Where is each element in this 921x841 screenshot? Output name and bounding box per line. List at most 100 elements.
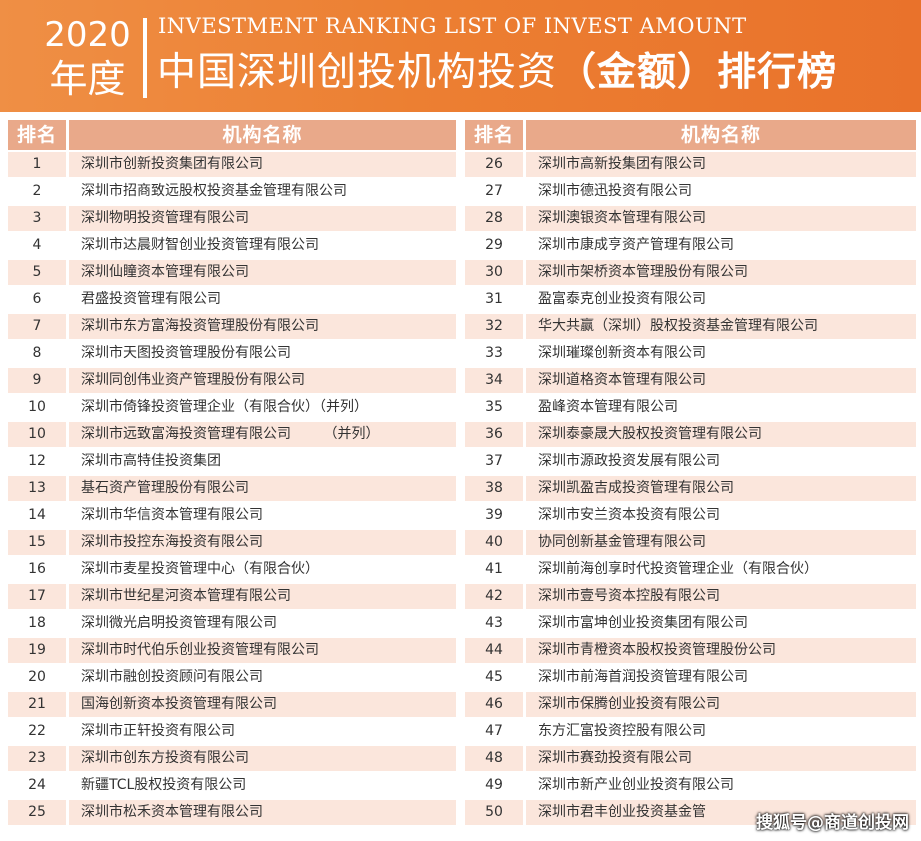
- table-row: 43 深圳市富坤创业投资集团有限公司: [465, 609, 916, 636]
- table-row: 22 深圳市正轩投资有限公司: [8, 717, 456, 744]
- institution-name-cell: 深圳市高新投集团有限公司: [526, 152, 916, 177]
- rank-cell: 14: [8, 503, 66, 528]
- institution-name-cell: 盈峰资本管理有限公司: [526, 395, 916, 420]
- title-paren-open: （: [557, 50, 598, 95]
- institution-name-cell: 深圳市德迅投资有限公司: [526, 179, 916, 204]
- rank-cell: 15: [8, 530, 66, 555]
- table-row: 14 深圳市华信资本管理有限公司: [8, 501, 456, 528]
- table-row: 33 深圳璀璨创新资本有限公司: [465, 339, 916, 366]
- table-row: 39 深圳市安兰资本投资有限公司: [465, 501, 916, 528]
- rank-cell: 17: [8, 584, 66, 609]
- rank-cell: 21: [8, 692, 66, 717]
- rank-cell: 48: [465, 746, 523, 771]
- institution-name-cell: 深圳仙瞳资本管理有限公司: [69, 260, 456, 285]
- rank-cell: 6: [8, 287, 66, 312]
- rank-cell: 30: [465, 260, 523, 285]
- institution-name-cell: 深圳市麦星投资管理中心（有限合伙）: [69, 557, 456, 582]
- table-row: 17 深圳市世纪星河资本管理有限公司: [8, 582, 456, 609]
- title-banner: 2020 年度 INVESTMENT RANKING LIST OF INVES…: [0, 0, 921, 112]
- rank-cell: 50: [465, 800, 523, 825]
- institution-name-cell: 深圳市达晨财智创业投资管理有限公司: [69, 233, 456, 258]
- table-row: 50 深圳市君丰创业投资基金管: [465, 798, 916, 825]
- rank-cell: 47: [465, 719, 523, 744]
- rank-cell: 9: [8, 368, 66, 393]
- rank-cell: 33: [465, 341, 523, 366]
- table-row: 6 君盛投资管理有限公司: [8, 285, 456, 312]
- rank-cell: 26: [465, 152, 523, 177]
- institution-name-cell: 深圳市天图投资管理股份有限公司: [69, 341, 456, 366]
- table-row: 44 深圳市青橙资本股权投资管理股份公司: [465, 636, 916, 663]
- institution-name-cell: 深圳物明投资管理有限公司: [69, 206, 456, 231]
- table-row: 48 深圳市赛劲投资有限公司: [465, 744, 916, 771]
- rank-cell: 32: [465, 314, 523, 339]
- rank-cell: 16: [8, 557, 66, 582]
- institution-name-cell: 国海创新资本投资管理有限公司: [69, 692, 456, 717]
- rank-cell: 28: [465, 206, 523, 231]
- year-label: 2020: [44, 15, 131, 55]
- institution-name-cell: 深圳道格资本管理有限公司: [526, 368, 916, 393]
- rank-cell: 37: [465, 449, 523, 474]
- table-row: 35 盈峰资本管理有限公司: [465, 393, 916, 420]
- table-row: 37 深圳市源政投资发展有限公司: [465, 447, 916, 474]
- institution-name-cell: 新疆TCL股权投资有限公司: [69, 773, 456, 798]
- institution-name-cell: 深圳市君丰创业投资基金管: [526, 800, 916, 825]
- institution-name-cell: 盈富泰克创业投资有限公司: [526, 287, 916, 312]
- header-rank: 排名: [465, 120, 523, 150]
- header-rank: 排名: [8, 120, 66, 150]
- institution-name-cell: 东方汇富投资控股有限公司: [526, 719, 916, 744]
- rank-cell: 5: [8, 260, 66, 285]
- title-main: 中国深圳创投机构投资: [157, 50, 558, 95]
- rank-cell: 8: [8, 341, 66, 366]
- rank-cell: 4: [8, 233, 66, 258]
- table-row: 30 深圳市架桥资本管理股份有限公司: [465, 258, 916, 285]
- institution-name-cell: 深圳市新产业创业投资有限公司: [526, 773, 916, 798]
- table-row: 49 深圳市新产业创业投资有限公司: [465, 771, 916, 798]
- table-row: 3 深圳物明投资管理有限公司: [8, 204, 456, 231]
- rank-cell: 34: [465, 368, 523, 393]
- institution-name-cell: 深圳市高特佳投资集团: [69, 449, 456, 474]
- institution-name-cell: 深圳市壹号资本控股有限公司: [526, 584, 916, 609]
- institution-name-cell: 深圳澳银资本管理有限公司: [526, 206, 916, 231]
- header-name: 机构名称: [69, 120, 456, 150]
- institution-name-cell: 深圳市青橙资本股权投资管理股份公司: [526, 638, 916, 663]
- table-row: 47 东方汇富投资控股有限公司: [465, 717, 916, 744]
- table-header: 排名 机构名称: [8, 120, 456, 150]
- table-row: 13 基石资产管理股份有限公司: [8, 474, 456, 501]
- rank-cell: 40: [465, 530, 523, 555]
- institution-name-cell: 深圳市远致富海投资管理有限公司 （并列）: [69, 422, 456, 447]
- rank-cell: 12: [8, 449, 66, 474]
- table-row: 2 深圳市招商致远股权投资基金管理有限公司: [8, 177, 456, 204]
- institution-name-cell: 深圳市正轩投资有限公司: [69, 719, 456, 744]
- chinese-title: 中国深圳创投机构投资（金额）排行榜: [157, 48, 837, 98]
- table-row: 27 深圳市德迅投资有限公司: [465, 177, 916, 204]
- title-end: 排行榜: [717, 50, 838, 95]
- table-row: 24 新疆TCL股权投资有限公司: [8, 771, 456, 798]
- institution-name-cell: 深圳市赛劲投资有限公司: [526, 746, 916, 771]
- institution-name-cell: 深圳前海创享时代投资管理企业（有限合伙）: [526, 557, 916, 582]
- table-row: 26 深圳市高新投集团有限公司: [465, 150, 916, 177]
- rank-cell: 38: [465, 476, 523, 501]
- table-row: 10 深圳市远致富海投资管理有限公司 （并列）: [8, 420, 456, 447]
- institution-name-cell: 基石资产管理股份有限公司: [69, 476, 456, 501]
- table-row: 20 深圳市融创投资顾问有限公司: [8, 663, 456, 690]
- institution-name-cell: 深圳微光启明投资管理有限公司: [69, 611, 456, 636]
- rank-cell: 46: [465, 692, 523, 717]
- table-row: 32 华大共赢（深圳）股权投资基金管理有限公司: [465, 312, 916, 339]
- institution-name-cell: 深圳璀璨创新资本有限公司: [526, 341, 916, 366]
- title-paren-close: ）: [677, 50, 718, 95]
- institution-name-cell: 深圳市保腾创业投资有限公司: [526, 692, 916, 717]
- table-row: 18 深圳微光启明投资管理有限公司: [8, 609, 456, 636]
- table-row: 41 深圳前海创享时代投资管理企业（有限合伙）: [465, 555, 916, 582]
- rank-cell: 44: [465, 638, 523, 663]
- table-header: 排名 机构名称: [465, 120, 916, 150]
- rank-cell: 42: [465, 584, 523, 609]
- rank-cell: 3: [8, 206, 66, 231]
- title-divider: [143, 18, 147, 98]
- institution-name-cell: 深圳泰豪晟大股权投资管理有限公司: [526, 422, 916, 447]
- table-row: 36 深圳泰豪晟大股权投资管理有限公司: [465, 420, 916, 447]
- table-row: 45 深圳市前海首润投资管理有限公司: [465, 663, 916, 690]
- rows-right: 26 深圳市高新投集团有限公司 27 深圳市德迅投资有限公司 28 深圳澳银资本管理有限公…: [465, 150, 916, 825]
- institution-name-cell: 深圳市康成亨资产管理有限公司: [526, 233, 916, 258]
- table-row: 7 深圳市东方富海投资管理股份有限公司: [8, 312, 456, 339]
- institution-name-cell: 深圳市源政投资发展有限公司: [526, 449, 916, 474]
